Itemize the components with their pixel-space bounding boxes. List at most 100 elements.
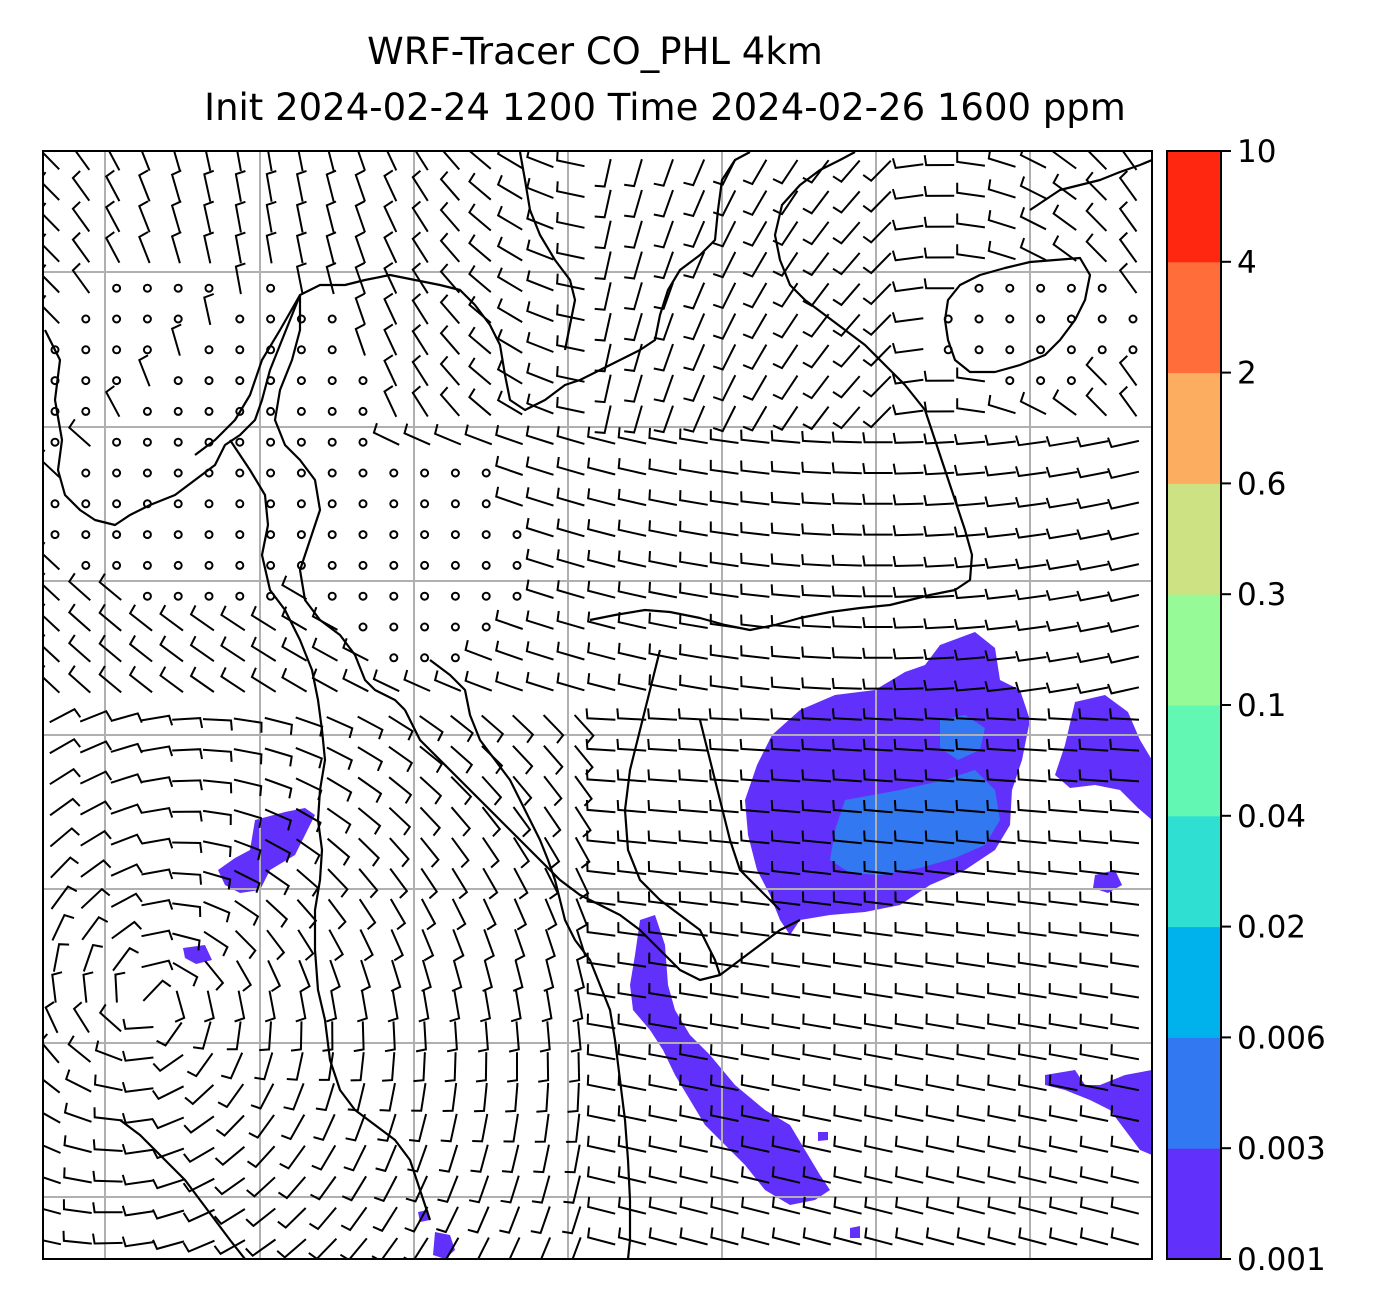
wind-barb xyxy=(245,1207,276,1228)
calm-wind-marker xyxy=(112,437,122,447)
wind-barb xyxy=(526,208,554,230)
wind-barb xyxy=(526,177,554,199)
calm-wind-marker xyxy=(1066,283,1076,293)
wind-barb xyxy=(770,584,801,598)
wind-barb xyxy=(1017,952,1047,968)
wind-barb xyxy=(226,1021,242,1051)
wind-barb xyxy=(510,990,522,1023)
wind-barb xyxy=(1110,922,1140,937)
wind-barb xyxy=(679,1074,708,1092)
wind-barb xyxy=(771,1196,801,1215)
calm-wind-marker xyxy=(450,530,460,540)
wind-barb xyxy=(296,899,318,929)
wind-barb xyxy=(495,640,524,661)
wind-barb xyxy=(801,799,832,814)
calm-wind-marker xyxy=(50,406,60,416)
wind-barb xyxy=(770,430,801,444)
wind-barb xyxy=(419,806,442,837)
wind-barb xyxy=(679,1227,708,1246)
wind-barb xyxy=(122,1018,154,1030)
calm-wind-marker xyxy=(358,437,368,447)
wind-barb xyxy=(987,1196,1016,1215)
wind-barb xyxy=(831,493,862,505)
wind-barb xyxy=(250,636,277,662)
wind-barb xyxy=(526,239,554,261)
calm-wind-marker xyxy=(1066,314,1076,324)
wind-barb xyxy=(956,1044,986,1061)
wind-barb xyxy=(411,323,429,356)
wind-barb xyxy=(863,1074,893,1092)
wind-barb xyxy=(712,220,737,248)
wind-barb xyxy=(574,806,592,838)
calm-wind-marker xyxy=(481,468,491,478)
wind-barb xyxy=(1076,436,1109,448)
wind-barb xyxy=(772,221,799,247)
wind-barb xyxy=(802,221,830,246)
wind-barb xyxy=(953,680,986,692)
wind-barb xyxy=(544,867,559,900)
wind-barb xyxy=(923,679,955,691)
wind-barb xyxy=(1079,983,1109,999)
wind-barb xyxy=(1118,201,1138,233)
calm-wind-marker xyxy=(1066,345,1076,355)
wind-barb xyxy=(121,1174,154,1186)
wind-barb xyxy=(1110,1166,1140,1184)
wind-barb xyxy=(444,1052,457,1083)
wind-barb xyxy=(295,777,323,801)
calm-wind-marker xyxy=(204,283,214,293)
wind-barb xyxy=(141,837,174,849)
wind-barb xyxy=(390,959,402,993)
wind-barb xyxy=(326,777,353,802)
wind-barb xyxy=(49,827,80,848)
calm-wind-marker xyxy=(81,314,91,324)
wind-barb xyxy=(290,1021,303,1052)
wind-barb xyxy=(1079,891,1109,906)
colorbar-segment xyxy=(1167,705,1221,817)
wind-barb xyxy=(653,282,674,311)
wind-barb xyxy=(141,745,174,757)
wind-barb xyxy=(372,1206,398,1233)
wind-barb xyxy=(586,1074,616,1092)
wind-barb xyxy=(802,983,832,999)
wind-barb xyxy=(679,551,708,568)
wind-barb xyxy=(1049,1196,1078,1215)
wind-barb xyxy=(475,1052,488,1083)
wind-barb xyxy=(955,708,986,721)
wind-barb xyxy=(281,667,308,693)
calm-wind-marker xyxy=(173,468,183,478)
colorbar-tick-label: 0.003 xyxy=(1237,1131,1326,1167)
tracer-plume-west xyxy=(218,808,315,893)
wind-barb xyxy=(71,231,91,263)
wind-barb xyxy=(543,775,563,807)
calm-wind-marker xyxy=(266,376,276,386)
wind-barb xyxy=(141,776,174,788)
wind-barb xyxy=(308,1206,337,1231)
wind-barb xyxy=(833,1105,862,1122)
calm-wind-marker xyxy=(1005,314,1015,324)
wind-barb xyxy=(1052,151,1077,170)
wind-barb xyxy=(892,432,924,444)
tracer-plume-central xyxy=(745,632,1030,935)
calm-wind-marker xyxy=(327,314,337,324)
wind-barb xyxy=(617,673,647,691)
wind-barb xyxy=(234,929,257,960)
wind-barb xyxy=(43,1176,62,1185)
wind-barb xyxy=(326,807,352,834)
wind-barb xyxy=(742,190,768,217)
colorbar-tick-label: 0.6 xyxy=(1237,466,1286,502)
calm-wind-marker xyxy=(1005,345,1015,355)
wind-barb xyxy=(617,612,647,630)
wind-barb xyxy=(93,1107,123,1122)
wind-barb xyxy=(556,549,585,569)
wind-barb xyxy=(1017,1074,1047,1092)
wind-barb xyxy=(801,738,832,752)
calm-wind-marker xyxy=(173,314,183,324)
wind-barb xyxy=(110,773,143,784)
wind-barb xyxy=(987,1105,1016,1122)
wind-barb xyxy=(354,200,366,233)
wind-barb xyxy=(894,1135,924,1153)
wind-barb xyxy=(1078,799,1109,814)
wind-barb xyxy=(525,610,554,630)
wind-barb xyxy=(892,494,924,506)
